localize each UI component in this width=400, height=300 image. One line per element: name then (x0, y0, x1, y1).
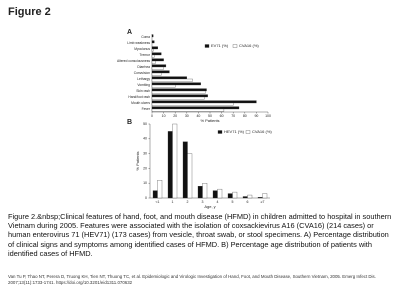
x-tick-label: 60 (220, 114, 224, 118)
bar (262, 193, 268, 199)
bar (151, 108, 225, 112)
bar (151, 94, 208, 98)
bar (151, 58, 164, 62)
figure-title: Figure 2 (8, 6, 51, 18)
x-tick-label: 10 (162, 114, 166, 118)
bar (151, 64, 167, 68)
category-label: Tremor (139, 53, 150, 57)
bar (227, 193, 233, 199)
legend-label: CVA16 (%) (239, 43, 259, 48)
x-tick-label: 50 (208, 114, 212, 118)
y-tick-label: 40 (143, 137, 147, 141)
bar (202, 183, 208, 199)
bar (167, 131, 173, 199)
x-tick-label: 1 (172, 200, 174, 204)
bar (151, 40, 155, 44)
category-label: Lethargy (137, 77, 150, 81)
bar (232, 191, 238, 199)
x-tick-label: <1 (156, 200, 160, 204)
panel-label: A (127, 29, 132, 36)
bar (151, 52, 162, 56)
x-tick-label: 3 (202, 200, 204, 204)
bar (151, 76, 187, 80)
bar (217, 188, 223, 199)
bar (151, 102, 234, 106)
category-label: Coma (141, 35, 150, 39)
legend-label: HEV71 (%) (224, 129, 245, 134)
caption: Figure 2.&nbsp;Clinical features of hand… (8, 212, 392, 258)
bar (151, 90, 206, 94)
bar (151, 100, 257, 104)
bar (151, 82, 201, 86)
y-tick-label: 50 (143, 122, 147, 126)
category-label: Skin rash (136, 89, 150, 93)
category-label: Altered consciousness (117, 59, 150, 63)
category-label: Convulsion (134, 71, 150, 75)
bar (151, 106, 240, 110)
bar (257, 197, 263, 199)
x-tick-label: 30 (185, 114, 189, 118)
bar (151, 78, 193, 82)
x-tick-label: 0 (151, 114, 153, 118)
y-tick-label: 20 (143, 166, 147, 170)
category-label: Myoclonus (134, 47, 150, 51)
x-tick-label: 6 (247, 200, 249, 204)
legend-label: EV71 (%) (211, 43, 229, 48)
bar (151, 88, 207, 92)
x-tick-label: 4 (217, 200, 219, 204)
bar (212, 190, 218, 199)
bar (157, 180, 163, 199)
bar (151, 96, 205, 100)
category-label: Fever (142, 107, 151, 111)
bar (197, 186, 203, 199)
legend-swatch (217, 130, 223, 134)
x-tick-label: 80 (243, 114, 247, 118)
bar (151, 60, 156, 64)
category-label: Limb weakness (127, 41, 150, 45)
legend-swatch (245, 130, 251, 134)
bar (151, 34, 154, 38)
bar (182, 141, 188, 199)
x-tick-label: 5 (232, 200, 234, 204)
y-tick-label: 30 (143, 152, 147, 156)
figure: A0 10 20 30 40 50 60 70 80 90 100% PatientsComaLim… (117, 29, 272, 209)
y-tick-label: 0 (145, 196, 147, 200)
bar (242, 196, 248, 199)
y-axis-label: % Patients (135, 151, 140, 170)
x-tick-label: 20 (173, 114, 177, 118)
x-tick-label: 70 (231, 114, 235, 118)
bar (151, 66, 164, 70)
category-label: Vomiting (137, 83, 150, 87)
x-tick-label: 90 (254, 114, 258, 118)
citation: Van Tu P, Thao NT, Perera D, Truong KH, … (8, 274, 376, 285)
bar (151, 48, 154, 52)
legend-swatch (232, 44, 238, 48)
legend-label: CVA16 (%) (252, 129, 272, 134)
bar (151, 84, 176, 88)
panel-label: B (127, 119, 132, 126)
x-tick-label: 40 (196, 114, 200, 118)
bar (151, 46, 158, 50)
legend-swatch (204, 44, 210, 48)
x-tick-label: 2 (187, 200, 189, 204)
category-label: Mouth ulcers (131, 101, 150, 105)
x-axis-label: Age, y (204, 204, 215, 209)
category-label: Diarrhea (137, 65, 150, 69)
bar (187, 153, 193, 199)
x-tick-label: 100 (265, 114, 271, 118)
bar (247, 194, 253, 199)
category-label: Hand/foot rash (128, 95, 150, 99)
bar (172, 123, 178, 199)
bar (151, 72, 162, 76)
x-tick-label: ≥7 (261, 200, 265, 204)
y-tick-label: 10 (143, 181, 147, 185)
bar (151, 54, 155, 58)
bar (152, 190, 158, 199)
bar (151, 70, 170, 74)
x-axis-label: % Patients (200, 118, 219, 123)
